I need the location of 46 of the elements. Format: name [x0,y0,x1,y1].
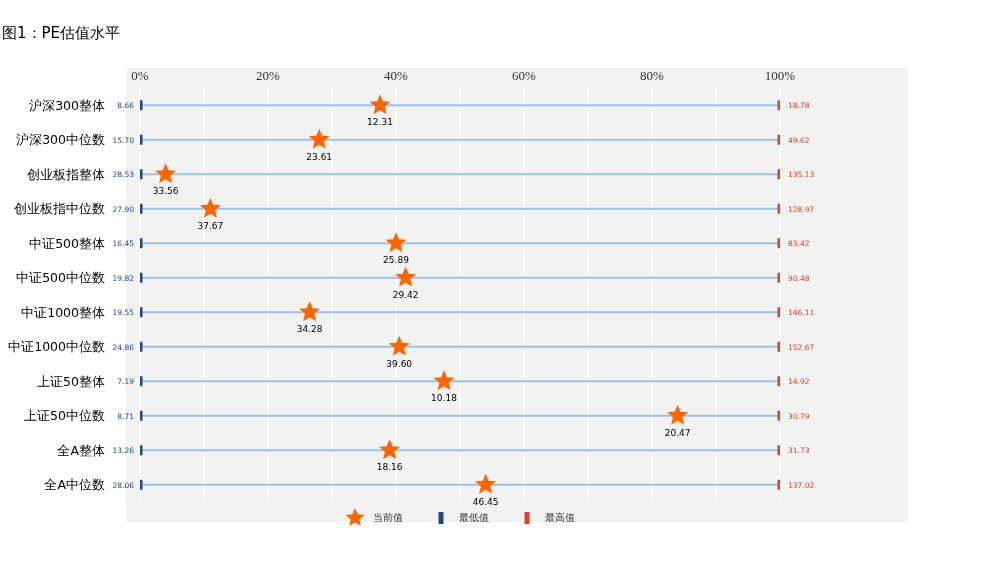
annotation: 20.47 [664,427,691,438]
point [667,404,689,425]
x-tick-label: 20% [256,68,281,83]
y-tick-label: 全A中位数 [44,477,105,493]
point [308,128,330,149]
point [369,94,391,115]
y-tick-label: 中证500中位数 [16,270,105,286]
point [388,335,410,356]
point [433,370,455,391]
annotation: 33.56 [152,186,179,197]
annotation: 12.31 [367,117,393,128]
y-tick-label: 中证500整体 [29,235,105,251]
y-tick-label: 上证50中位数 [24,408,105,424]
y-tick-label: 上证50整体 [37,373,105,389]
point [379,439,401,460]
annotation: 18.16 [376,462,403,473]
x-tick-label: 100% [764,68,796,83]
point [395,266,417,287]
annotation: 10.18 [431,393,458,404]
annotation: 34.28 [296,324,323,335]
legend-label: 最低值 [459,511,489,525]
y-tick-label: 中证1000整体 [21,304,105,320]
legend-label: 最高值 [545,511,575,525]
x-tick-label: 0% [131,68,149,83]
chart-title: 图1：PE估值水平 [2,24,121,43]
y-tick-label: 创业板指中位数 [14,201,105,217]
x-tick-label: 80% [640,68,665,83]
annotation: 29.42 [392,289,419,300]
y-tick-label: 沪深300中位数 [16,132,105,148]
point [475,473,497,494]
y-tick-label: 沪深300整体 [29,97,105,113]
x-tick-label: 60% [512,68,537,83]
x-tick-label: 40% [384,68,409,83]
y-tick-label: 中证1000中位数 [8,339,105,355]
point [299,301,321,322]
point [385,232,407,253]
y-tick-label: 创业板指整体 [27,166,105,182]
annotation: 46.45 [472,496,499,507]
annotation: 37.67 [197,220,224,231]
annotation: 39.60 [386,358,413,369]
y-tick-label: 全A整体 [57,442,105,458]
point [155,163,177,184]
annotation: 23.61 [306,151,333,162]
annotation: 25.89 [383,255,410,266]
legend-label: 当前值 [373,511,403,525]
point [199,197,221,218]
